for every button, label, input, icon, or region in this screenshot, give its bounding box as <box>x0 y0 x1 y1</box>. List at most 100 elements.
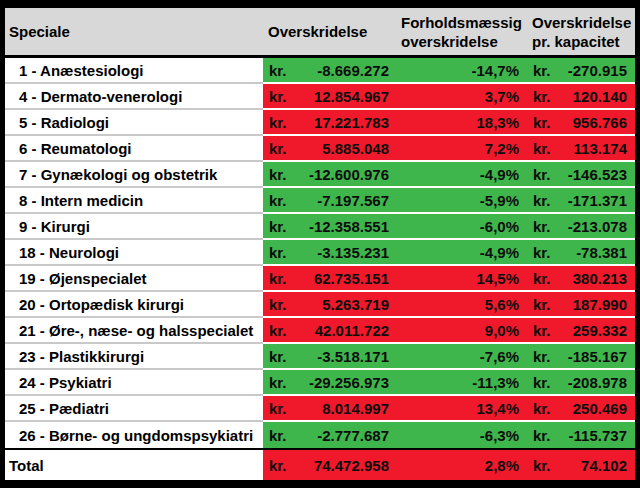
per-kapacitet-cell: kr. -208.978 <box>527 370 635 396</box>
table-row: 7 - Gynækologi og obstetrik kr. -12.600.… <box>5 162 635 188</box>
total-per-kapacitet-cell: kr. 74.102 <box>527 450 635 480</box>
speciale-cell: 6 - Reumatologi <box>5 136 263 162</box>
speciale-cell: 23 - Plastikkirurgi <box>5 344 263 370</box>
currency-label: kr. <box>533 457 551 474</box>
currency-label: kr. <box>533 88 551 105</box>
total-pct-value: 2,8% <box>485 457 519 474</box>
header-forholdsmaessig-overskridelse: Forholdsmæssig overskridelse <box>397 8 527 55</box>
speciale-cell: 4 - Dermato-venerologi <box>5 84 263 110</box>
per-kapacitet-value: -185.167 <box>568 348 627 365</box>
currency-label: kr. <box>269 114 287 131</box>
per-kapacitet-value: 120.140 <box>573 88 627 105</box>
table-row: 18 - Neurologi kr. -3.135.231 -4,9% kr. … <box>5 240 635 266</box>
pct-cell: 18,3% <box>397 110 527 136</box>
total-overskridelse-value: 74.472.958 <box>314 457 389 474</box>
currency-label: kr. <box>533 374 551 391</box>
per-kapacitet-cell: kr. 956.766 <box>527 110 635 136</box>
per-kapacitet-value: -78.381 <box>576 244 627 261</box>
currency-label: kr. <box>269 244 287 261</box>
overskridelse-value: -29.256.973 <box>309 374 389 391</box>
pct-value: -4,9% <box>480 166 519 183</box>
currency-label: kr. <box>269 348 287 365</box>
overskridelse-value: -12.600.976 <box>309 166 389 183</box>
pct-value: -6,3% <box>480 427 519 444</box>
pct-value: 5,6% <box>485 296 519 313</box>
per-kapacitet-cell: kr. -171.371 <box>527 188 635 214</box>
overskridelse-value: 42.011.722 <box>315 322 389 339</box>
speciale-cell: 24 - Psykiatri <box>5 370 263 396</box>
table-row: 24 - Psykiatri kr. -29.256.973 -11,3% kr… <box>5 370 635 396</box>
table-row: 6 - Reumatologi kr. 5.885.048 7,2% kr. 1… <box>5 136 635 162</box>
per-kapacitet-cell: kr. -213.078 <box>527 214 635 240</box>
overskridelse-value: -8.669.272 <box>317 62 389 79</box>
overskridelse-cell: kr. 5.263.719 <box>263 292 397 318</box>
speciale-cell: 18 - Neurologi <box>5 240 263 266</box>
per-kapacitet-cell: kr. -185.167 <box>527 344 635 370</box>
pct-value: -4,9% <box>480 244 519 261</box>
table-row: 8 - Intern medicin kr. -7.197.567 -5,9% … <box>5 188 635 214</box>
overskridelse-cell: kr. -12.358.551 <box>263 214 397 240</box>
currency-label: kr. <box>533 400 551 417</box>
per-kapacitet-cell: kr. 113.174 <box>527 136 635 162</box>
header-pr-kapacitet-line2: pr. kapacitet <box>532 32 635 51</box>
per-kapacitet-value: 187.990 <box>573 296 627 313</box>
currency-label: kr. <box>269 457 287 474</box>
table-row: 23 - Plastikkirurgi kr. -3.518.171 -7,6%… <box>5 344 635 370</box>
currency-label: kr. <box>269 218 287 235</box>
header-overskridelse-label: Overskridelse <box>268 22 397 41</box>
per-kapacitet-value: -146.523 <box>568 166 627 183</box>
per-kapacitet-cell: kr. 259.332 <box>527 318 635 344</box>
table-row: 21 - Øre-, næse- og halsspecialet kr. 42… <box>5 318 635 344</box>
per-kapacitet-cell: kr. -270.915 <box>527 58 635 84</box>
currency-label: kr. <box>533 192 551 209</box>
overskridelse-cell: kr. 8.014.997 <box>263 396 397 422</box>
per-kapacitet-value: 956.766 <box>573 114 627 131</box>
overskridelse-value: -2.777.687 <box>317 427 389 444</box>
table-row: 26 - Børne- og ungdomspsykiatri kr. -2.7… <box>5 422 635 448</box>
overskridelse-value: 12.854.967 <box>314 88 389 105</box>
overskridelse-value: 8.014.997 <box>322 400 389 417</box>
pct-cell: 7,2% <box>397 136 527 162</box>
overskridelse-cell: kr. -29.256.973 <box>263 370 397 396</box>
per-kapacitet-cell: kr. 120.140 <box>527 84 635 110</box>
pct-cell: 9,0% <box>397 318 527 344</box>
total-label: Total <box>9 457 44 474</box>
per-kapacitet-cell: kr. 380.213 <box>527 266 635 292</box>
pct-value: -5,9% <box>480 192 519 209</box>
pct-cell: -4,9% <box>397 240 527 266</box>
pct-cell: -6,0% <box>397 214 527 240</box>
currency-label: kr. <box>269 427 287 444</box>
speciale-cell: 8 - Intern medicin <box>5 188 263 214</box>
header-speciale-label: Speciale <box>9 22 263 41</box>
overskridelse-value: -7.197.567 <box>317 192 389 209</box>
total-overskridelse-cell: kr. 74.472.958 <box>263 450 397 480</box>
header-speciale: Speciale <box>5 8 263 55</box>
overskridelse-cell: kr. -12.600.976 <box>263 162 397 188</box>
overskridelse-cell: kr. 5.885.048 <box>263 136 397 162</box>
per-kapacitet-value: 259.332 <box>573 322 627 339</box>
table-row: 5 - Radiologi kr. 17.221.783 18,3% kr. 9… <box>5 110 635 136</box>
per-kapacitet-value: -213.078 <box>568 218 627 235</box>
pct-cell: -14,7% <box>397 58 527 84</box>
pct-cell: -6,3% <box>397 422 527 448</box>
specialty-overrun-table: Speciale Overskridelse Forholdsmæssig ov… <box>5 8 635 480</box>
currency-label: kr. <box>533 348 551 365</box>
table-header-row: Speciale Overskridelse Forholdsmæssig ov… <box>5 8 635 58</box>
speciale-cell: 9 - Kirurgi <box>5 214 263 240</box>
overskridelse-cell: kr. -2.777.687 <box>263 422 397 448</box>
currency-label: kr. <box>269 140 287 157</box>
currency-label: kr. <box>269 192 287 209</box>
header-overskridelse: Overskridelse <box>263 8 397 55</box>
total-label-cell: Total <box>5 450 263 480</box>
table-row: 4 - Dermato-venerologi kr. 12.854.967 3,… <box>5 84 635 110</box>
pct-value: 3,7% <box>485 88 519 105</box>
pct-cell: -11,3% <box>397 370 527 396</box>
total-per-kapacitet-value: 74.102 <box>581 457 627 474</box>
currency-label: kr. <box>269 374 287 391</box>
pct-value: 18,3% <box>476 114 519 131</box>
overskridelse-cell: kr. 42.011.722 <box>263 318 397 344</box>
pct-value: -6,0% <box>480 218 519 235</box>
overskridelse-cell: kr. 17.221.783 <box>263 110 397 136</box>
pct-cell: -7,6% <box>397 344 527 370</box>
per-kapacitet-cell: kr. -146.523 <box>527 162 635 188</box>
